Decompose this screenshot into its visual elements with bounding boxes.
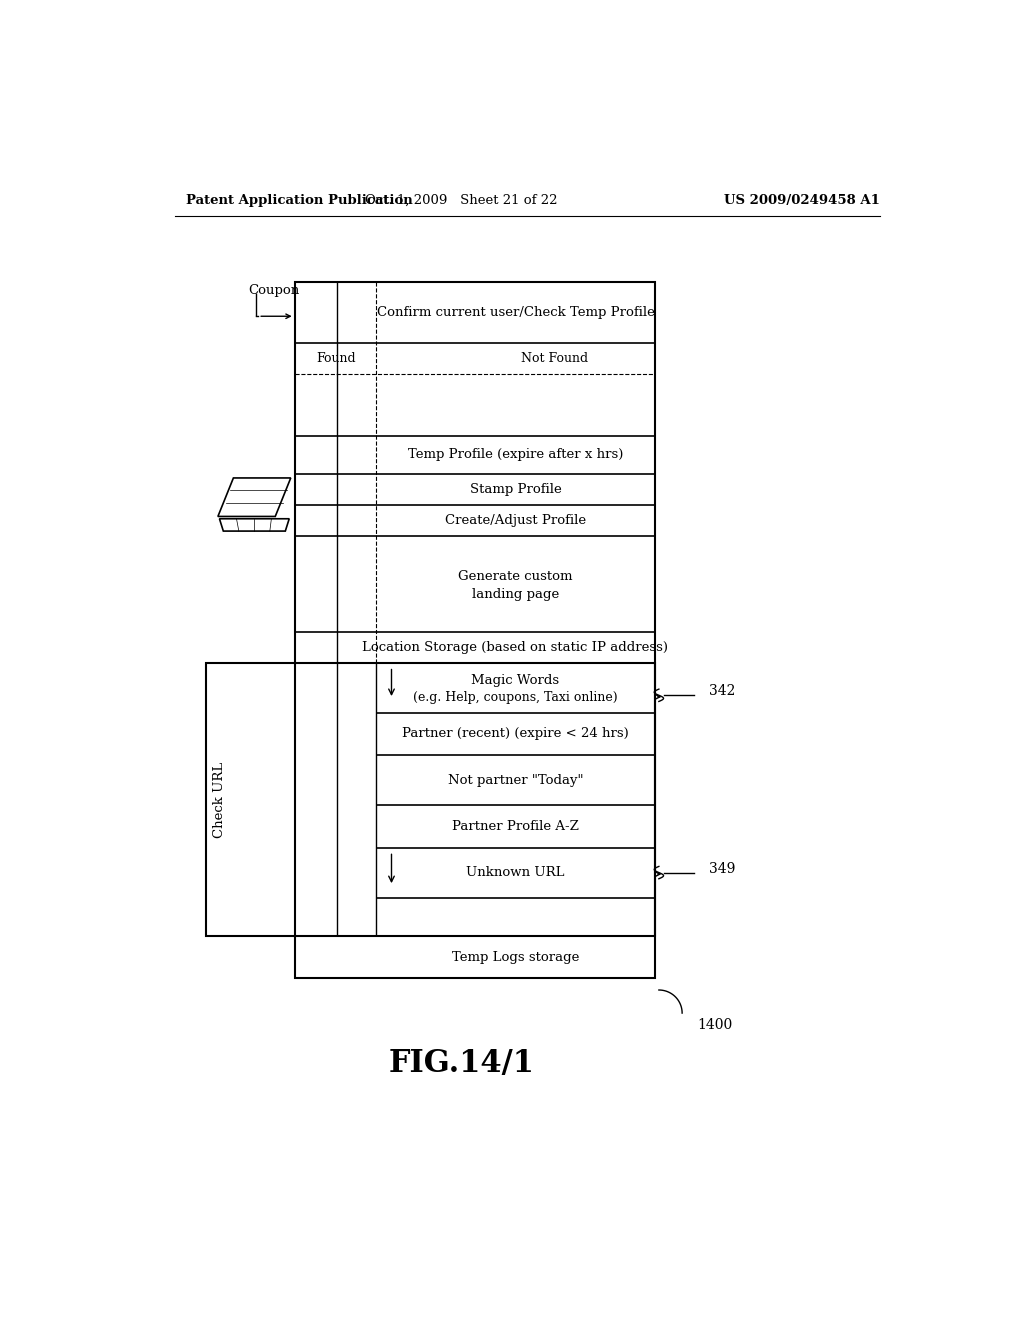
Bar [206,663,655,936]
Text: Magic Words: Magic Words [471,673,559,686]
Text: Coupon: Coupon [248,284,299,297]
Bar [295,281,655,978]
Text: US 2009/0249458 A1: US 2009/0249458 A1 [724,194,881,207]
Text: Stamp Profile: Stamp Profile [470,483,561,496]
Text: Temp Profile (expire after x hrs): Temp Profile (expire after x hrs) [408,449,624,462]
Text: Generate custom: Generate custom [459,570,572,582]
Text: 349: 349 [710,862,735,875]
Text: Partner (recent) (expire < 24 hrs): Partner (recent) (expire < 24 hrs) [402,727,629,741]
Text: landing page: landing page [472,589,559,601]
Text: Check URL: Check URL [213,762,226,838]
Text: Location Storage (based on static IP address): Location Storage (based on static IP add… [362,640,669,653]
Text: Not Found: Not Found [520,352,588,366]
Text: Temp Logs storage: Temp Logs storage [452,950,580,964]
Text: Confirm current user/Check Temp Profile: Confirm current user/Check Temp Profile [377,306,654,319]
Text: Oct. 1, 2009   Sheet 21 of 22: Oct. 1, 2009 Sheet 21 of 22 [365,194,557,207]
Text: Partner Profile A-Z: Partner Profile A-Z [452,820,579,833]
Text: (e.g. Help, coupons, Taxi online): (e.g. Help, coupons, Taxi online) [414,690,617,704]
Text: Not partner "Today": Not partner "Today" [447,774,584,787]
Text: 1400: 1400 [697,1018,733,1032]
Text: Unknown URL: Unknown URL [466,866,565,879]
Text: 342: 342 [710,685,735,698]
Text: Patent Application Publication: Patent Application Publication [186,194,413,207]
Text: Create/Adjust Profile: Create/Adjust Profile [445,513,586,527]
Text: FIG.14/1: FIG.14/1 [388,1048,535,1078]
Text: Found: Found [316,352,356,366]
